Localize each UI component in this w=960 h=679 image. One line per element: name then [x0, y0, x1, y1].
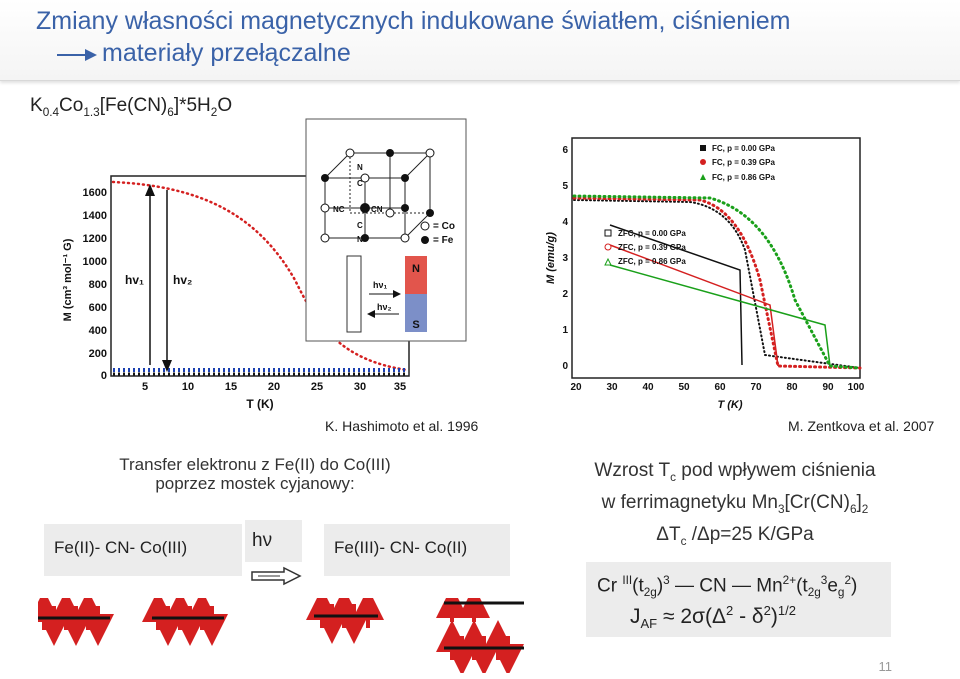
hv2-label: hv₂: [173, 273, 192, 287]
compound-formula: K0.4Co1.3[Fe(CN)6]*5H2O: [30, 95, 233, 119]
svg-text:ZFC, p = 0.00 GPa: ZFC, p = 0.00 GPa: [618, 229, 686, 238]
legend-fe-marker: [421, 236, 429, 244]
svg-text:50: 50: [678, 382, 690, 393]
spin-diagrams: [38, 598, 524, 673]
svg-text:ZFC, p = 0.86 GPa: ZFC, p = 0.86 GPa: [618, 257, 686, 266]
svg-text:NC: NC: [333, 205, 345, 214]
svg-text:40: 40: [642, 382, 654, 393]
fc-000-curve: [573, 199, 861, 369]
fc-039-curve: [572, 196, 862, 370]
svg-text:0: 0: [562, 361, 568, 372]
magnet-north: [405, 256, 427, 294]
svg-text:CN: CN: [371, 205, 383, 214]
exchange-box: [586, 562, 891, 637]
right-magnetization-plot: 0 1 2 3 4 5 6 20 30 40 50 60 70 80 90 10…: [545, 137, 865, 411]
svg-text:30: 30: [606, 382, 618, 393]
zfc-086-curve: [609, 264, 831, 367]
legend-fe: = Fe: [433, 235, 454, 246]
svg-text:T (K): T (K): [717, 399, 742, 411]
ytick-1600: 1600: [83, 187, 107, 199]
left-state-box: [44, 524, 242, 576]
citation-hashimoto: K. Hashimoto et al. 1996: [325, 418, 479, 434]
svg-text:100: 100: [848, 382, 865, 393]
svg-text:M (emu/g): M (emu/g): [545, 232, 557, 284]
pressure-line-3: ΔTc /Δp=25 K/GPa: [656, 523, 814, 548]
magnet-south: [405, 294, 427, 332]
page-number: 11: [878, 659, 893, 674]
svg-text:N: N: [412, 263, 420, 275]
hv1-label: hv₁: [125, 273, 144, 287]
svg-text:FC, p = 0.86 GPa: FC, p = 0.86 GPa: [712, 173, 775, 182]
ytick-800: 800: [89, 279, 107, 291]
xtick-35: 35: [394, 381, 406, 393]
ytick-1000: 1000: [83, 256, 107, 268]
svg-text:20: 20: [570, 382, 582, 393]
lattice-atoms: [320, 148, 435, 243]
svg-text:90: 90: [822, 382, 834, 393]
svg-text:hν₂: hν₂: [377, 302, 392, 312]
svg-text:hν₁: hν₁: [373, 280, 388, 290]
right-arrow-icon: [57, 49, 97, 61]
left-xlabel: T (K): [246, 397, 273, 411]
right-state-label: Fe(III)- CN- Co(II): [334, 538, 468, 557]
exchange-line-1: Cr III(t2g)3 — CN — Mn2+(t2g3eg2): [597, 574, 858, 600]
xtick-10: 10: [182, 381, 194, 393]
lattice-inset: N C NC CN C N = Co = Fe hν₁ hν₂ N S: [305, 118, 467, 342]
svg-text:3: 3: [562, 253, 568, 264]
svg-text:80: 80: [786, 382, 798, 393]
ytick-400: 400: [89, 325, 107, 337]
pressure-line-2: w ferrimagnetyku Mn3[Cr(CN)6]2: [601, 491, 869, 516]
svg-text:6: 6: [562, 145, 568, 156]
fc-086-curve: [572, 194, 862, 370]
svg-text:1: 1: [562, 325, 568, 336]
svg-text:FC, p = 0.39 GPa: FC, p = 0.39 GPa: [712, 158, 775, 167]
slide-title-line-1: Zmiany własności magnetycznych indukowan…: [36, 7, 791, 35]
spin-group-4: [436, 598, 524, 673]
left-plot-xticks: 5 10 15 20 25 30 35: [142, 381, 406, 393]
svg-text:C: C: [357, 221, 363, 230]
xtick-30: 30: [354, 381, 366, 393]
transfer-text: Transfer elektronu z Fe(II) do Co(III) p…: [119, 455, 391, 493]
xtick-20: 20: [268, 381, 280, 393]
left-ylabel: M (cm³ mol⁻¹ G): [62, 238, 74, 321]
slide-title-line-2: materiały przełączalne: [102, 39, 351, 67]
svg-text:N: N: [357, 163, 363, 172]
svg-text:60: 60: [714, 382, 726, 393]
svg-text:4: 4: [562, 217, 568, 228]
svg-text:FC, p = 0.00 GPa: FC, p = 0.00 GPa: [712, 144, 775, 153]
svg-text:5: 5: [562, 181, 568, 192]
pressure-line-1: Wzrost Tc pod wpływem ciśnienia: [594, 460, 876, 484]
title-bar: Zmiany własności magnetycznych indukowan…: [0, 0, 960, 81]
zfc-000-curve: [609, 224, 743, 366]
ytick-200: 200: [89, 348, 107, 360]
zfc-039-curve: [609, 244, 779, 367]
xtick-25: 25: [311, 381, 323, 393]
red-curve: [111, 180, 409, 372]
svg-text:S: S: [412, 319, 419, 331]
svg-text:2: 2: [562, 289, 568, 300]
pressure-text: Wzrost Tc pod wpływem ciśnienia w ferrim…: [555, 458, 915, 553]
ytick-1400: 1400: [83, 210, 107, 222]
legend-co: = Co: [433, 221, 455, 232]
svg-text:ZFC, p = 0.39 GPa: ZFC, p = 0.39 GPa: [618, 243, 686, 252]
sample-bar: [346, 255, 362, 333]
hv-label: hν: [252, 530, 273, 551]
xtick-15: 15: [225, 381, 237, 393]
ytick-600: 600: [89, 302, 107, 314]
xtick-5: 5: [142, 381, 148, 393]
hv-box: [245, 520, 302, 562]
svg-text:70: 70: [750, 382, 762, 393]
svg-text:N: N: [357, 235, 363, 244]
citation-zentkova: M. Zentkova et al. 2007: [788, 418, 935, 434]
ytick-1200: 1200: [83, 233, 107, 245]
hollow-arrow-icon: [251, 566, 302, 586]
left-plot-yticks: 0 200 400 600 800 1000 1200 1400 1600: [83, 187, 107, 382]
ytick-0: 0: [101, 370, 107, 382]
left-state-label: Fe(II)- CN- Co(III): [54, 538, 188, 557]
exchange-line-2: JAF ≈ 2σ(Δ2 - δ2)1/2: [630, 603, 796, 632]
right-state-box: [324, 524, 510, 576]
legend-co-marker: [420, 221, 430, 231]
svg-text:C: C: [357, 179, 363, 188]
